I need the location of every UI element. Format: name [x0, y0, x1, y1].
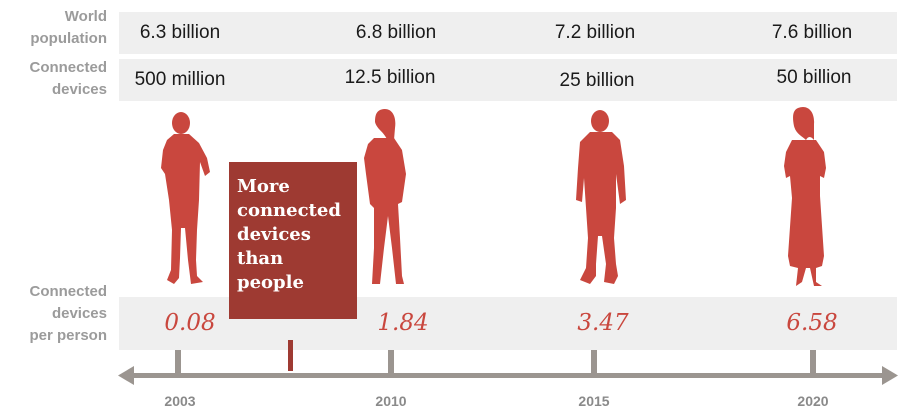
timeline — [118, 340, 898, 385]
timeline-tick-2010 — [388, 350, 394, 374]
timeline-arrow-left — [118, 366, 134, 385]
year-label-2003: 2003 — [164, 393, 196, 409]
connected-devices-value-2003: 500 million — [134, 69, 226, 90]
devices-per-person-label-line3: per person — [29, 327, 107, 344]
callout-line-3: devices — [237, 224, 311, 245]
year-label-2010: 2010 — [375, 393, 407, 409]
connected-devices-label-line1: Connected — [29, 59, 107, 76]
timeline-tick-2003 — [175, 350, 181, 374]
devices-per-person-value-2010: 1.84 — [377, 310, 429, 336]
timeline-bar — [130, 373, 886, 378]
world-population-label-line1: World — [64, 8, 107, 25]
callout-line-4: than — [237, 248, 284, 269]
man-silhouette-icon — [161, 112, 210, 284]
connected-devices-value-2020: 50 billion — [776, 67, 852, 88]
timeline-tick-2015 — [591, 350, 597, 374]
connected-devices-value-2015: 25 billion — [559, 70, 635, 91]
woman-silhouette-icon — [364, 108, 406, 284]
devices-per-person-value-2003: 0.08 — [164, 310, 216, 336]
world-population-value-2015: 7.2 billion — [554, 22, 636, 43]
world-population-value-2020: 7.6 billion — [771, 22, 853, 43]
timeline-arrow-right — [882, 366, 898, 385]
man-silhouette-icon — [576, 110, 626, 284]
crossover-marker-stem — [288, 340, 293, 371]
devices-per-person-value-2020: 6.58 — [786, 310, 838, 336]
connected-devices-label: Connected devices — [29, 57, 107, 101]
world-population-label: World population — [30, 6, 107, 50]
callout-line-2: connected — [237, 200, 341, 221]
devices-per-person-label-line2: devices — [51, 305, 107, 322]
more-devices-callout: More connected devices than people — [229, 162, 357, 319]
devices-per-person-label: Connected devices per person — [29, 281, 107, 347]
world-population-value-2003: 6.3 billion — [139, 22, 221, 43]
world-population-value-2010: 6.8 billion — [355, 22, 437, 43]
devices-per-person-label-line1: Connected — [29, 283, 107, 300]
year-label-2020: 2020 — [797, 393, 829, 409]
callout-line-1: More — [237, 176, 290, 197]
woman-silhouette-icon — [784, 106, 826, 286]
world-population-band — [119, 12, 897, 54]
timeline-tick-2020 — [810, 350, 816, 374]
callout-line-5: people — [237, 272, 304, 293]
connected-devices-label-line2: devices — [51, 81, 107, 98]
year-label-2015: 2015 — [578, 393, 610, 409]
connected-devices-value-2010: 12.5 billion — [344, 67, 436, 88]
devices-per-person-value-2015: 3.47 — [577, 310, 629, 336]
connected-devices-band — [119, 59, 897, 101]
world-population-label-line2: population — [30, 30, 107, 47]
